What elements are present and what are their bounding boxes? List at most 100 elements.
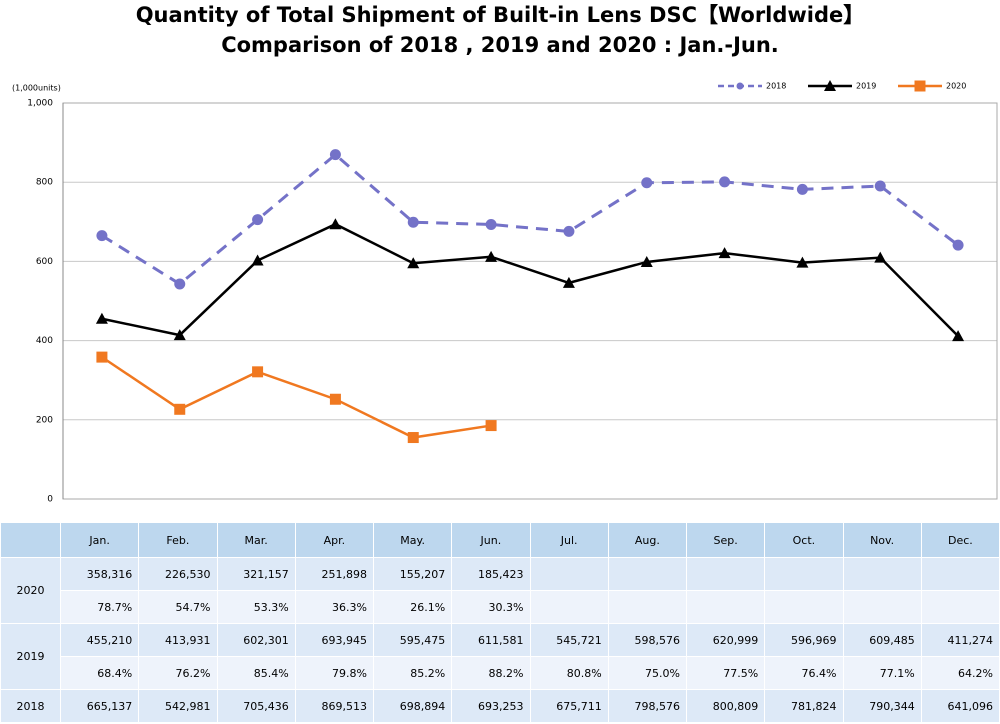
point [796,256,809,268]
point [640,255,653,267]
point [874,251,887,263]
y-tick-label: 400 [36,336,53,346]
ratio-cell: 76.4% [764,656,844,690]
ratio-cell: 78.7% [59,590,140,624]
value-cell: 675,711 [529,689,609,723]
ratio-cell: 54.7% [138,590,218,624]
value-row: 2019 455,210 413,931 602,301 693,945 595,475 6… [0,623,1000,690]
ratio-cell: 26.1% [372,590,453,624]
value-cell: 542,981 [138,689,218,723]
value-cell [920,557,1000,591]
value-cell: 800,809 [685,689,766,723]
ratio-cell: 30.3% [451,590,531,624]
value-cell: 693,945 [294,623,375,657]
ratio-cell: 75.0% [607,656,688,690]
y-tick-label: 600 [36,257,53,267]
point [174,278,186,290]
year-cell: 2018 [0,689,61,723]
point [251,254,264,266]
header-cell: Oct. [764,522,844,558]
point [407,216,419,228]
point [329,393,341,405]
header-cell [0,522,61,558]
value-cell: 620,999 [685,623,766,657]
value-cell: 411,274 [920,623,1000,657]
header-cell: Dec. [920,522,1000,558]
series-line [101,222,959,338]
ratio-cell: 79.8% [294,656,375,690]
value-cell: 869,513 [294,689,375,723]
value-cell [529,557,609,591]
ratio-cell [920,590,1000,624]
value-cell: 455,210 [59,623,140,657]
point [95,312,108,324]
ratio-cell [607,590,688,624]
chart: Quantity of Total Shipment of Built-in L… [12,3,998,505]
point [485,420,497,432]
value-cell: 596,969 [764,623,844,657]
ratio-cell: 88.2% [451,656,531,690]
value-row: 2018 665,137 542,981 705,436 869,513 698,894 6… [0,689,1000,723]
point [96,351,108,363]
value-cell: 698,894 [372,689,453,723]
value-cell: 226,530 [138,557,218,591]
value-cell [607,557,688,591]
ratio-cell: 53.3% [216,590,296,624]
value-cell [685,557,766,591]
value-cell [842,557,922,591]
ratio-cell: 68.4% [59,656,140,690]
ratio-cell: 85.2% [372,656,453,690]
ratio-row: 68.4% 76.2% 85.4% 79.8% 85.2% 88.2% 80.8% 75.0%… [1,656,1000,690]
value-cell: 251,898 [294,557,375,591]
point [407,257,420,269]
point [874,180,886,192]
ratio-cell: 80.8% [529,656,609,690]
header-cell: Mar. [216,522,296,558]
point [719,176,731,188]
ratio-row: 78.7% 54.7% 53.3% 36.3% 26.1% 30.3% [1,590,1000,624]
value-cell: 693,253 [451,689,531,723]
legend-marker [914,80,926,92]
value-cell: 155,207 [372,557,453,591]
point [952,239,964,251]
ratio-cell: 76.2% [138,656,218,690]
header-cell: Sep. [685,522,766,558]
point [796,183,808,195]
value-cell: 358,316 [59,557,140,591]
header-cell: Jun. [451,522,531,558]
value-cell: 545,721 [529,623,609,657]
point [174,403,186,415]
ratio-cell: 77.5% [685,656,766,690]
ratio-cell [764,590,844,624]
point [407,432,419,444]
point [329,218,342,230]
point [952,330,965,342]
series-line [101,152,959,286]
y-tick-label: 0 [47,495,53,505]
value-row: 2020 358,316 226,530 321,157 251,898 155,207 1… [0,557,1000,624]
point [485,250,498,262]
legend-label: 2019 [856,82,876,91]
value-cell: 598,576 [607,623,688,657]
y-tick-label: 800 [36,178,53,188]
value-cell [764,557,844,591]
value-cell: 185,423 [451,557,531,591]
data-table: Jan. Feb. Mar. Apr. May. Jun. Jul. Aug. Sep. Oct.… [0,522,1000,723]
header-cell: May. [372,522,453,558]
point [563,225,575,237]
header-cell: Apr. [294,522,375,558]
point [252,214,264,226]
ratio-cell: 36.3% [294,590,375,624]
header-cell: Jul. [529,522,609,558]
point [252,366,264,378]
plot-border [62,102,998,500]
point [485,218,497,230]
y-axis-label: (1,000units) [12,84,61,93]
year-cell: 2019 [0,623,61,690]
chart-title: Quantity of Total Shipment of Built-in L… [136,3,865,27]
chart-subtitle: Comparison of 2018 , 2019 and 2020 : Jan… [221,33,779,57]
point [718,247,731,259]
header-cell: Jan. [59,522,140,558]
value-cell: 798,576 [607,689,688,723]
